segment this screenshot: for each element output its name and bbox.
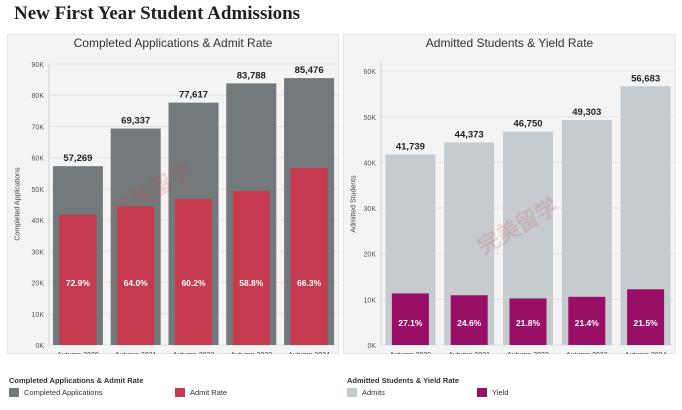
x-tick-label: Autumn 2024 (288, 352, 330, 354)
chart-title: Admitted Students & Yield Rate (425, 36, 594, 50)
y-tick-label: 30K (32, 249, 45, 256)
x-tick-label: Autumn 2022 (507, 352, 549, 354)
y-tick-label: 40K (364, 160, 377, 167)
admits-chart-panel: Admitted Students & Yield Rate 0K 10K 20K 3… (343, 34, 676, 354)
legend-item-yield: Yield (477, 388, 508, 397)
rate-label: 21.4% (575, 318, 600, 328)
rate-label: 64.0% (124, 278, 149, 288)
page-title: New First Year Student Admissions (14, 3, 301, 24)
y-tick-label: 60K (364, 69, 377, 76)
rate-label: 21.8% (516, 318, 541, 328)
y-tick-label: 10K (364, 297, 377, 304)
bar-admit-rate (175, 199, 212, 345)
rate-label: 60.2% (181, 278, 206, 288)
y-tick-label: 90K (32, 62, 45, 69)
rate-label: 21.5% (634, 318, 659, 328)
data-label: 85,476 (295, 65, 324, 76)
y-tick-label: 70K (32, 124, 45, 131)
legend-item-admits: Admits (347, 388, 385, 397)
data-label: 41,739 (396, 141, 425, 152)
data-label: 44,373 (455, 129, 484, 140)
y-tick-label: 30K (364, 206, 377, 213)
legend-swatch (347, 388, 357, 397)
y-axis-label: Completed Applications (14, 167, 22, 241)
y-tick-label: 0K (367, 343, 376, 350)
bar-yield (627, 289, 665, 345)
bar-admit-rate (117, 206, 155, 345)
x-tick-label: Autumn 2021 (115, 352, 157, 354)
data-label: 83,788 (237, 70, 266, 81)
x-tick-label: Autumn 2023 (230, 352, 272, 354)
bar-yield (450, 295, 488, 345)
x-tick-label: Autumn 2021 (448, 352, 490, 354)
data-label: 57,269 (63, 153, 92, 164)
y-tick-label: 80K (32, 93, 45, 100)
bar-yield (568, 296, 606, 345)
y-tick-label: 50K (364, 115, 377, 122)
y-tick-label: 20K (364, 252, 377, 259)
legend-label: Yield (492, 388, 509, 397)
applications-chart-panel: Completed Applications & Admit Rate 0K 10… (7, 34, 339, 354)
bar-admit-rate (290, 168, 328, 345)
bar-yield (391, 293, 429, 345)
data-label: 69,337 (121, 116, 150, 127)
y-tick-label: 60K (32, 156, 45, 163)
y-tick-label: 50K (32, 187, 45, 194)
y-tick-label: 10K (32, 312, 45, 319)
legend-swatch (9, 388, 19, 397)
applications-bar-chart: 0K 10K 20K 30K 40K 50K 60K 70K 80K 90K 57,269 72.9%… (32, 62, 338, 354)
bar-yield (509, 298, 547, 345)
legend-title: Admitted Students & Yield Rate (347, 376, 460, 385)
chart-title: Completed Applications & Admit Rate (73, 36, 273, 50)
x-tick-label: Autumn 2020 (390, 352, 432, 354)
y-tick-label: 40K (32, 218, 45, 225)
rate-label: 27.1% (398, 318, 423, 328)
y-tick-label: 20K (32, 281, 45, 288)
legend-swatch (175, 388, 185, 397)
data-label: 56,683 (631, 73, 660, 84)
legend-swatch (477, 388, 487, 397)
data-label: 46,750 (513, 119, 542, 130)
y-axis-label: Admitted Students (350, 175, 358, 233)
rate-label: 72.9% (66, 278, 91, 288)
x-tick-label: Autumn 2022 (173, 352, 215, 354)
rate-label: 24.6% (457, 318, 482, 328)
data-label: 77,617 (179, 90, 208, 101)
y-tick-label: 0K (35, 343, 44, 350)
admits-bar-chart: 0K 10K 20K 30K 40K 50K 60K 41,739 27.1% Autumn 20… (364, 62, 675, 354)
x-tick-label: Autumn 2024 (625, 352, 667, 354)
legend-label: Completed Applications (24, 388, 103, 397)
x-tick-label: Autumn 2023 (566, 352, 608, 354)
legend-title: Completed Applications & Admit Rate (9, 376, 144, 385)
legend-item-applications: Completed Applications (9, 388, 102, 397)
legend-item-admit-rate: Admit Rate (175, 388, 227, 397)
legend-label: Admits (362, 388, 385, 397)
legend-label: Admit Rate (190, 388, 228, 397)
rate-label: 58.8% (239, 278, 264, 288)
rate-label: 66.3% (297, 278, 322, 288)
x-tick-label: Autumn 2020 (57, 352, 99, 354)
bar-admit-rate (232, 191, 270, 345)
data-label: 49,303 (572, 107, 601, 118)
bar-admit-rate (59, 214, 97, 345)
